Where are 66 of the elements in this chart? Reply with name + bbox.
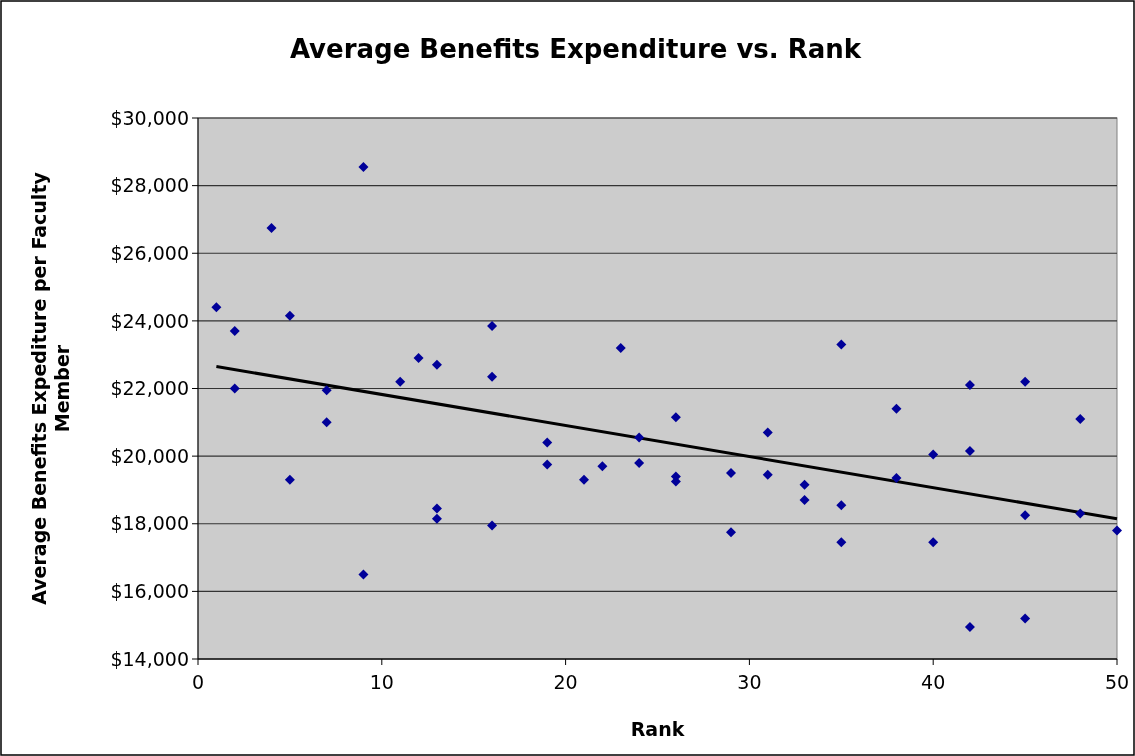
x-tick-label: 10 xyxy=(369,671,394,693)
point xyxy=(615,342,626,353)
point xyxy=(964,446,975,457)
point xyxy=(762,469,773,480)
y-tick-label: $30,000 xyxy=(110,106,189,129)
point xyxy=(836,537,847,548)
point xyxy=(321,385,332,396)
y-tick-label: $20,000 xyxy=(110,444,189,467)
point xyxy=(487,520,498,531)
point xyxy=(321,417,332,428)
point xyxy=(799,495,810,506)
point xyxy=(431,359,442,370)
point xyxy=(928,537,939,548)
point xyxy=(211,302,222,313)
x-tick-label: 30 xyxy=(737,671,762,693)
y-tick-label: $26,000 xyxy=(110,241,189,264)
point xyxy=(762,427,773,438)
y-tick-label: $22,000 xyxy=(110,377,189,400)
point xyxy=(836,500,847,511)
y-tick-label: $18,000 xyxy=(110,512,189,535)
point xyxy=(836,339,847,350)
point xyxy=(229,326,240,337)
x-axis-title: Rank xyxy=(630,718,685,740)
point xyxy=(395,376,406,387)
point xyxy=(634,432,645,443)
point xyxy=(1112,525,1122,536)
y-tick-label: $24,000 xyxy=(110,309,189,332)
point xyxy=(634,457,645,468)
point xyxy=(1075,508,1086,519)
point xyxy=(358,569,369,580)
y-tick-label: $16,000 xyxy=(110,580,189,603)
point xyxy=(928,449,939,460)
point xyxy=(413,353,424,364)
y-tick-label: $14,000 xyxy=(110,647,189,670)
point xyxy=(431,513,442,524)
y-tick-label: $28,000 xyxy=(110,174,189,197)
point xyxy=(726,527,737,538)
point xyxy=(284,310,295,321)
point xyxy=(542,459,553,470)
point xyxy=(358,162,369,173)
point xyxy=(891,473,902,484)
point xyxy=(266,222,277,233)
x-tick-label: 0 xyxy=(191,671,205,693)
point xyxy=(1020,376,1031,387)
point xyxy=(487,320,498,331)
point xyxy=(542,437,553,448)
point xyxy=(799,479,810,490)
y-axis-title: Average Benefits Expediture per Faculty Member xyxy=(28,171,73,605)
point xyxy=(597,461,608,472)
x-tick-label: 20 xyxy=(553,671,578,693)
point xyxy=(284,474,295,485)
point xyxy=(726,468,737,479)
point xyxy=(1020,613,1031,624)
point xyxy=(229,383,240,394)
chart-title: Average Benefits Expenditure vs. Rank xyxy=(289,34,862,64)
x-tick-label: 50 xyxy=(1104,671,1130,693)
point xyxy=(431,503,442,514)
x-tick-label: 40 xyxy=(921,671,946,693)
point xyxy=(578,474,589,485)
point xyxy=(487,371,498,382)
point xyxy=(1020,510,1031,521)
point xyxy=(964,621,975,632)
point xyxy=(964,380,975,391)
point xyxy=(670,412,681,423)
point xyxy=(891,403,902,414)
point xyxy=(1075,413,1086,424)
